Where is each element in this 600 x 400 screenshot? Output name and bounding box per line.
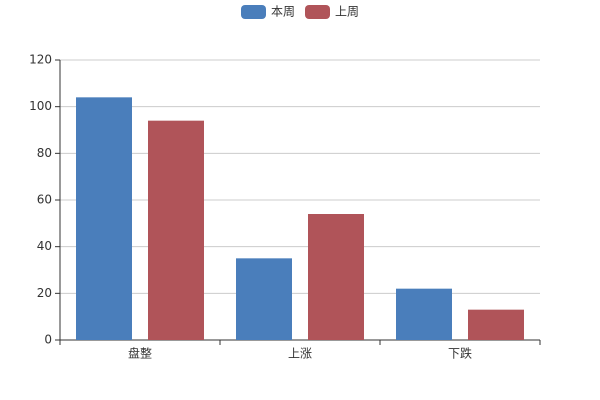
y-tick-label: 120	[29, 53, 52, 67]
legend-label[interactable]: 本周	[271, 5, 295, 19]
y-tick-label: 60	[37, 193, 52, 207]
bar	[396, 288, 452, 340]
x-tick-label: 下跌	[448, 346, 472, 361]
x-tick-label: 盘整	[128, 346, 152, 361]
y-tick-label: 20	[37, 286, 52, 300]
y-tick-label: 100	[29, 99, 52, 113]
bar	[148, 120, 204, 341]
y-tick-label: 40	[37, 239, 52, 253]
bar	[468, 309, 524, 340]
y-tick-label: 0	[44, 333, 52, 347]
legend-icon[interactable]	[241, 5, 266, 19]
bar	[308, 214, 364, 340]
bar	[236, 258, 292, 340]
legend-icon[interactable]	[305, 5, 330, 19]
x-tick-label: 上涨	[288, 346, 312, 361]
bar	[76, 97, 132, 340]
legend-label[interactable]: 上周	[335, 5, 359, 19]
y-tick-label: 80	[37, 146, 52, 160]
